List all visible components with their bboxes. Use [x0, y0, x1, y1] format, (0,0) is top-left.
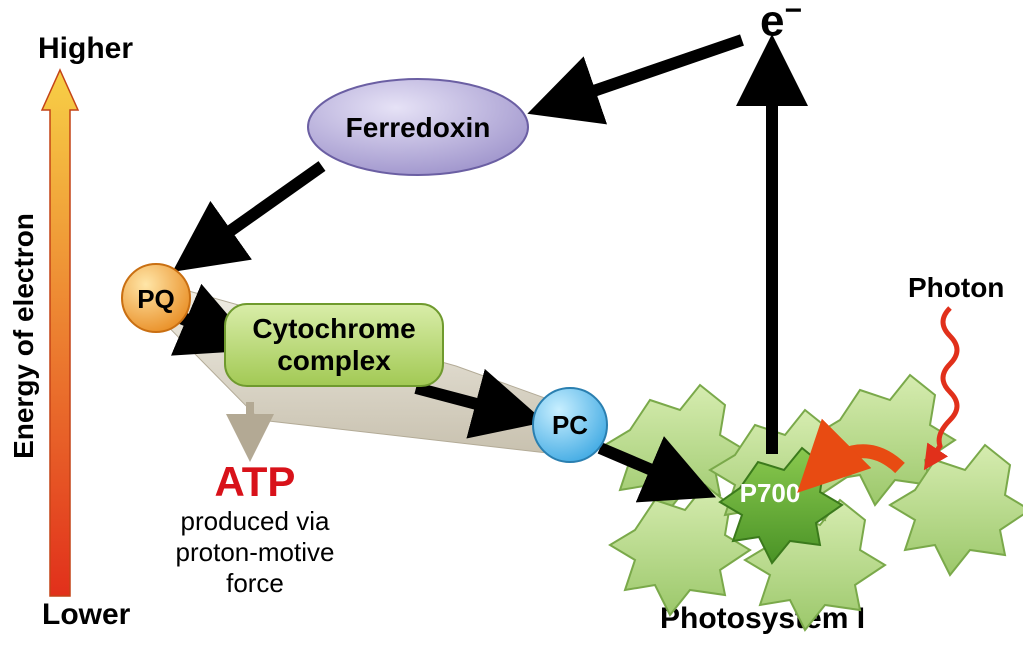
diagram-stage: P700 Ferredoxin PQ Cytochrome complex PC — [0, 0, 1023, 646]
cytochrome-label-1: Cytochrome — [252, 313, 415, 344]
p700-label: P700 — [740, 478, 801, 508]
energy-axis-arrow — [42, 70, 78, 596]
ferredoxin-label: Ferredoxin — [346, 112, 491, 143]
photosystem-cluster: P700 — [605, 375, 1023, 630]
arrow-ferredoxin-pq — [192, 166, 322, 258]
arrow-e-ferredoxin — [550, 40, 742, 106]
pq-label: PQ — [137, 284, 175, 314]
pc-label: PC — [552, 410, 588, 440]
cytochrome-label-2: complex — [277, 345, 391, 376]
